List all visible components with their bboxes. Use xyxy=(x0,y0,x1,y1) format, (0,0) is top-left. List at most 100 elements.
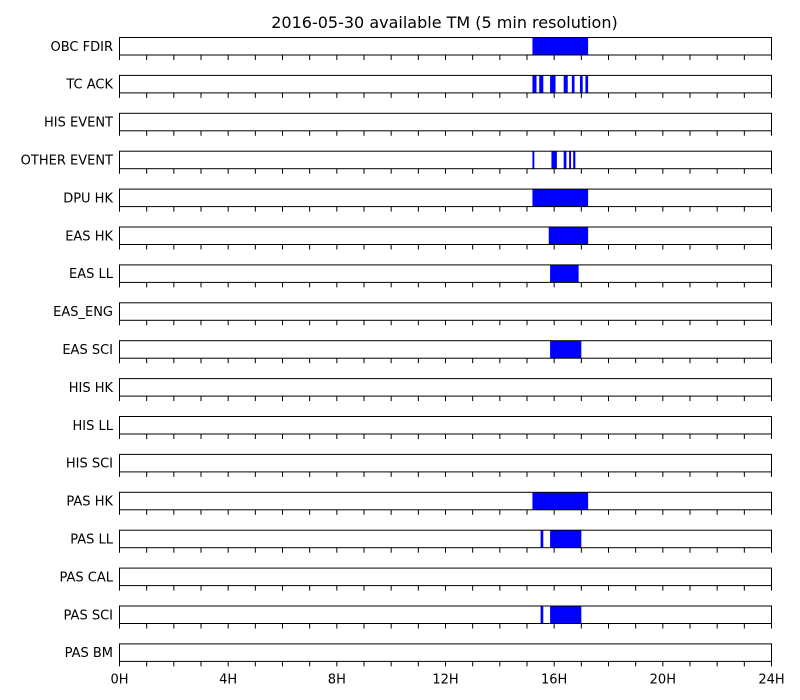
x-tick-label: 12H xyxy=(432,672,458,687)
row-x-ticks xyxy=(119,585,772,591)
row-label: PAS BM xyxy=(65,646,113,661)
row-frame xyxy=(119,340,772,359)
timeline-row: HIS EVENT xyxy=(44,112,772,136)
timeline-row: EAS SCI xyxy=(62,340,772,364)
timeline-row: EAS_ENG xyxy=(53,302,772,326)
x-axis-tick-labels: 0H 4H 8H 12H 16H 20H 24H xyxy=(110,672,784,687)
row-frame xyxy=(119,188,772,208)
availability-bar xyxy=(571,75,575,93)
availability-bar xyxy=(550,606,582,624)
row-frame xyxy=(119,74,772,94)
chart-title: 2016-05-30 available TM (5 min resolutio… xyxy=(271,13,617,32)
availability-bar xyxy=(532,75,537,93)
row-label: HIS SCI xyxy=(66,457,113,472)
row-x-ticks xyxy=(119,244,772,250)
row-x-ticks xyxy=(119,168,772,174)
row-label: HIS LL xyxy=(73,419,114,434)
row-frame xyxy=(119,112,772,132)
row-x-ticks xyxy=(119,55,772,60)
availability-bar xyxy=(540,530,544,548)
availability-bar xyxy=(532,189,589,207)
availability-bar xyxy=(550,264,579,283)
x-tick-label: 8H xyxy=(328,672,346,687)
row-label: EAS HK xyxy=(65,229,113,244)
row-label: OBC FDIR xyxy=(51,40,114,55)
timeline-row: PAS HK xyxy=(66,491,772,515)
availability-bar xyxy=(539,75,544,93)
row-label: PAS HK xyxy=(66,495,113,510)
row-frame xyxy=(119,643,772,662)
row-frame xyxy=(119,529,772,549)
row-x-ticks xyxy=(119,509,772,515)
row-label: PAS CAL xyxy=(60,570,114,585)
row-label: EAS SCI xyxy=(62,343,113,358)
x-tick-label: 24H xyxy=(758,672,784,687)
row-x-ticks xyxy=(119,92,772,98)
row-label: PAS SCI xyxy=(64,608,113,623)
timeline-row: OTHER EVENT xyxy=(21,150,772,174)
row-x-ticks xyxy=(119,623,772,629)
availability-bar xyxy=(573,151,576,169)
availability-bar xyxy=(563,151,567,169)
row-frame xyxy=(119,416,772,435)
row-label: EAS_ENG xyxy=(53,305,113,320)
timeline-rows: OBC FDIR TC ACK HIS EVENT OTHER EVENT DPU HK… xyxy=(21,37,772,667)
row-label: PAS LL xyxy=(70,532,114,547)
row-label: DPU HK xyxy=(63,191,113,206)
x-tick-label: 4H xyxy=(219,672,237,687)
row-frame xyxy=(119,491,772,511)
availability-bar xyxy=(585,75,589,93)
row-x-ticks xyxy=(119,661,772,667)
timeline-row: EAS LL xyxy=(69,264,772,288)
row-frame xyxy=(119,378,772,397)
row-x-ticks xyxy=(119,130,772,136)
row-x-ticks xyxy=(119,282,772,288)
availability-bar xyxy=(569,151,572,169)
row-frame xyxy=(119,37,772,56)
row-frame xyxy=(119,567,772,587)
availability-bar xyxy=(548,227,589,245)
row-frame xyxy=(119,150,772,170)
availability-bar xyxy=(551,151,557,169)
row-x-ticks xyxy=(119,547,772,553)
x-tick-label: 16H xyxy=(541,672,567,687)
row-frame xyxy=(119,453,772,473)
timeline-row: TC ACK xyxy=(65,74,772,98)
availability-bar xyxy=(563,75,568,93)
row-frame xyxy=(119,226,772,245)
x-tick-label: 0H xyxy=(110,672,128,687)
row-x-ticks xyxy=(119,471,772,477)
row-label: HIS EVENT xyxy=(44,116,113,131)
timeline-row: EAS HK xyxy=(65,226,772,250)
availability-bar xyxy=(540,606,544,624)
timeline-row: HIS LL xyxy=(73,416,772,439)
availability-bar xyxy=(550,530,582,548)
availability-bar xyxy=(579,75,583,93)
row-label: TC ACK xyxy=(65,78,113,93)
timeline-row: PAS LL xyxy=(70,529,772,553)
availability-bar xyxy=(532,37,589,55)
row-x-ticks xyxy=(119,206,772,212)
timeline-row: DPU HK xyxy=(63,188,772,212)
availability-bar xyxy=(550,340,582,359)
x-tick-label: 20H xyxy=(650,672,676,687)
row-x-ticks xyxy=(119,396,772,402)
timeline-row: PAS CAL xyxy=(60,567,772,591)
timeline-row: HIS HK xyxy=(69,378,772,402)
row-frame xyxy=(119,302,772,321)
row-x-ticks xyxy=(119,434,772,439)
availability-bar xyxy=(532,151,535,169)
row-frame xyxy=(119,264,772,283)
row-label: HIS HK xyxy=(69,381,114,396)
row-x-ticks xyxy=(119,320,772,326)
timeline-row: HIS SCI xyxy=(66,453,772,477)
timeline-row: OBC FDIR xyxy=(51,37,772,60)
row-x-ticks xyxy=(119,358,772,364)
timeline-row: PAS BM xyxy=(65,643,772,667)
row-label: EAS LL xyxy=(69,267,114,282)
row-frame xyxy=(119,605,772,624)
timeline-row: PAS SCI xyxy=(64,605,772,629)
row-label: OTHER EVENT xyxy=(21,153,113,168)
availability-bar xyxy=(532,492,589,510)
